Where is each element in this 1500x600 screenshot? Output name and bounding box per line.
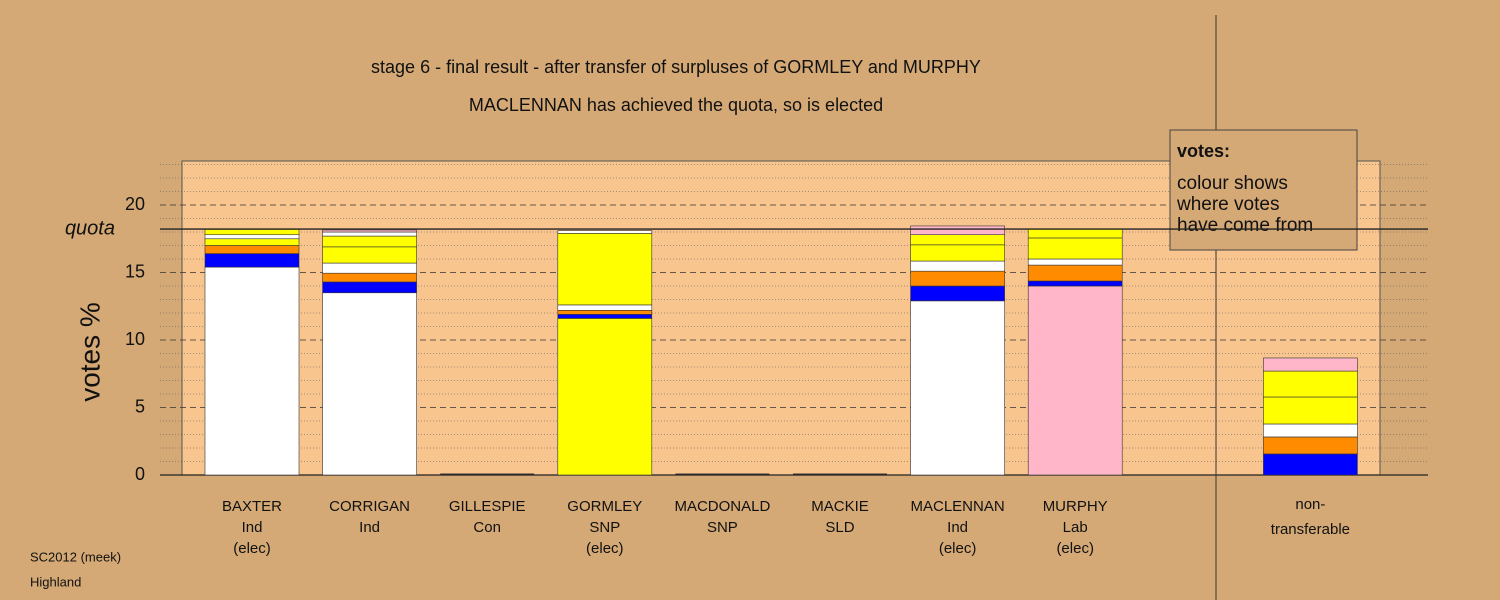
bar-segment <box>910 234 1005 246</box>
x-tick-label: Con <box>473 519 501 536</box>
bar-segment <box>1263 423 1358 438</box>
bar-segment <box>204 229 300 236</box>
bar-segment <box>204 234 300 240</box>
bar-segment <box>1027 264 1123 282</box>
x-tick-label: non- <box>1295 496 1325 513</box>
bar-segment <box>910 285 1005 302</box>
x-tick-label: (elec) <box>939 540 977 557</box>
bar-segment <box>910 260 1005 272</box>
bar-segment <box>322 281 417 294</box>
bar-segment <box>322 231 417 237</box>
bar-segment <box>322 235 417 248</box>
x-tick-label: (elec) <box>233 540 271 557</box>
x-tick-label: Ind <box>242 519 263 536</box>
legend-title: votes: <box>1177 141 1230 161</box>
bar-segment <box>557 318 653 476</box>
legend-box <box>1169 129 1358 251</box>
y-tick-label: 20 <box>125 194 145 214</box>
bar-segment <box>322 246 417 264</box>
bar-segment <box>1027 228 1123 239</box>
bar-segment <box>1027 285 1123 476</box>
bar-segment <box>1027 280 1123 287</box>
x-tick-label: Ind <box>947 519 968 536</box>
bars <box>204 225 1358 476</box>
bar-segment <box>204 245 300 254</box>
footer: Highland <box>30 574 81 589</box>
legend-text: where votes <box>1176 194 1279 215</box>
y-tick-label: 5 <box>135 396 145 416</box>
legend-text: colour shows <box>1177 173 1288 194</box>
bar-segment <box>910 225 1005 236</box>
bar-segment <box>322 272 417 283</box>
y-tick-label: 15 <box>125 261 145 281</box>
bar-segment <box>322 292 417 476</box>
legend-text: have come from <box>1177 215 1313 236</box>
x-tick-label: SLD <box>825 519 854 536</box>
x-tick-label: Ind <box>359 519 380 536</box>
x-tick-label: (elec) <box>1056 540 1094 557</box>
x-tick-label: MURPHY <box>1043 498 1108 515</box>
bar-segment <box>322 229 417 233</box>
x-tick-label: GORMLEY <box>567 498 642 515</box>
x-tick-label: MACKIE <box>811 498 869 515</box>
bar-segment <box>1027 237 1123 260</box>
y-tick-label: 0 <box>135 464 145 484</box>
bar-segment <box>1263 370 1358 398</box>
bar-segment <box>910 270 1005 287</box>
bar-segment <box>557 304 653 311</box>
x-tick-label: BAXTER <box>222 498 282 515</box>
x-tick-label: MACLENNAN <box>911 498 1005 515</box>
x-tick-label: GILLESPIE <box>449 498 526 515</box>
bar-segment <box>322 262 417 274</box>
x-tick-label: SNP <box>589 519 620 536</box>
y-axis-label: votes % <box>74 302 105 402</box>
bar-segment <box>557 310 653 315</box>
x-tick-label: Lab <box>1063 519 1088 536</box>
bar-segment <box>557 233 653 306</box>
bar-segment <box>1263 357 1358 372</box>
bar-segment <box>204 266 300 476</box>
x-tick-label: transferable <box>1271 521 1350 538</box>
bar-segment <box>204 253 300 268</box>
bar-segment <box>1263 396 1358 425</box>
y-tick-label: 10 <box>125 329 145 349</box>
x-tick-label: (elec) <box>586 540 624 557</box>
footer: SC2012 (meek) <box>30 549 121 564</box>
x-tick-label: CORRIGAN <box>329 498 410 515</box>
bar-segment <box>910 244 1005 262</box>
bar-segment <box>557 314 653 319</box>
x-tick-label: SNP <box>707 519 738 536</box>
bar-segment <box>1263 453 1358 476</box>
bar-segment <box>1027 258 1123 266</box>
chart-title: stage 6 - final result - after transfer … <box>371 57 981 77</box>
x-tick-label: MACDONALD <box>674 498 770 515</box>
quota-label: quota <box>65 217 115 239</box>
chart-subtitle: MACLENNAN has achieved the quota, so is … <box>469 95 883 115</box>
bar-segment <box>204 238 300 246</box>
bar-segment <box>557 230 653 234</box>
bar-segment <box>1263 436 1358 455</box>
bar-segment <box>910 300 1005 476</box>
